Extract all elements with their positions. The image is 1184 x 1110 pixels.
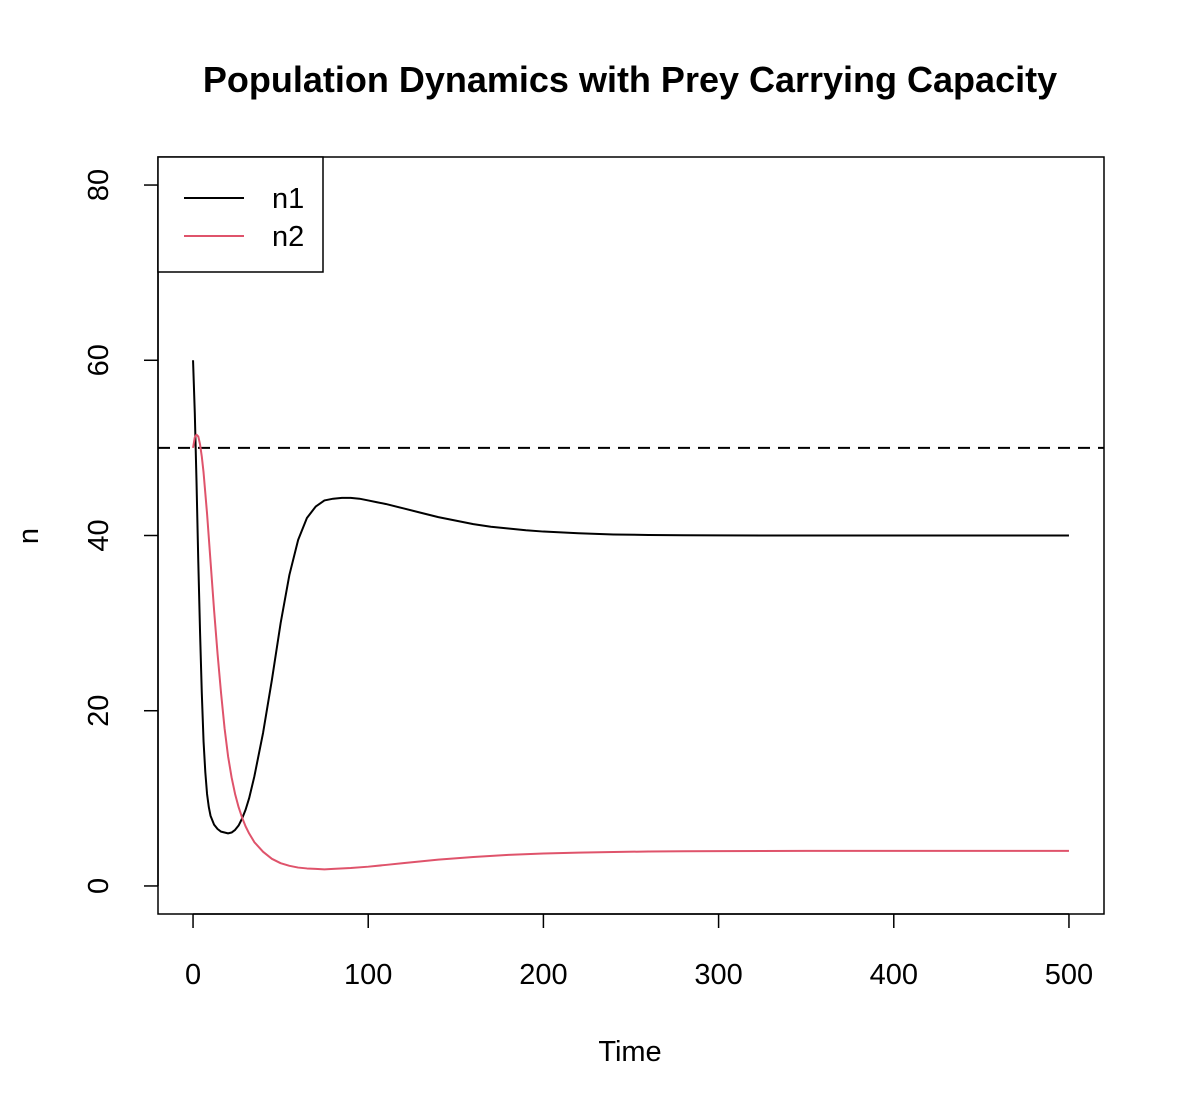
series-line-n2 — [192, 433, 1069, 871]
y-tick-label: 20 — [83, 695, 115, 727]
y-axis-label: n — [13, 528, 45, 544]
x-tick-label: 400 — [870, 959, 918, 991]
chart-title: Population Dynamics with Prey Carrying C… — [203, 59, 1057, 100]
x-tick-label: 100 — [344, 959, 392, 991]
x-tick-label: 500 — [1045, 959, 1093, 991]
y-tick-label: 40 — [83, 519, 115, 551]
y-tick-label: 80 — [83, 169, 115, 201]
x-axis-label: Time — [598, 1036, 661, 1068]
x-tick-label: 300 — [694, 959, 742, 991]
x-tick-label: 0 — [185, 959, 201, 991]
legend-box — [157, 156, 324, 273]
series-line-n1 — [192, 360, 1069, 835]
x-tick-label: 200 — [519, 959, 567, 991]
y-tick-label: 0 — [83, 878, 115, 894]
y-tick-label: 60 — [83, 344, 115, 376]
legend-label-n1: n1 — [272, 183, 304, 215]
legend-label-n2: n2 — [272, 221, 304, 253]
